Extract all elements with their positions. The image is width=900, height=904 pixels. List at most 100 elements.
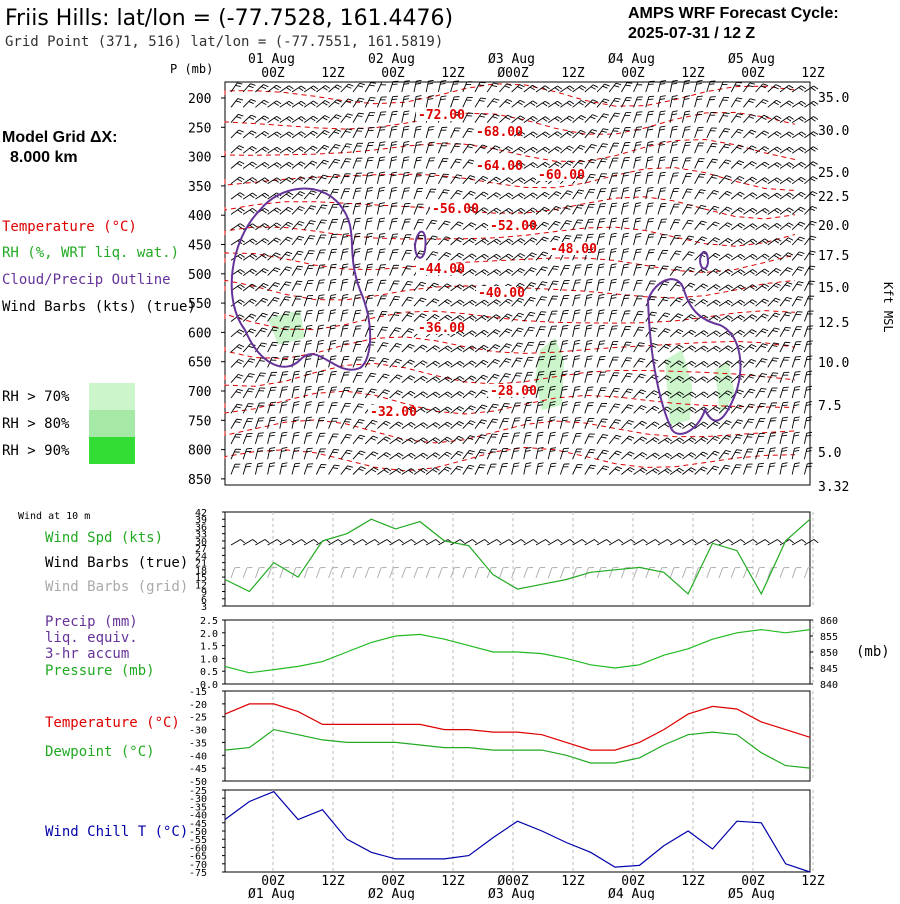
legend-rh70-label: RH > 70% <box>2 389 70 405</box>
hour-label-top: Ø00Z <box>497 66 528 81</box>
windchill-label: Wind Chill T (°C) <box>45 824 188 840</box>
legend-cloud: Cloud/Precip Outline <box>2 272 171 288</box>
temperature-contour-label: -60.00 <box>538 168 585 183</box>
station-title: Friis Hills: lat/lon = (-77.7528, 161.44… <box>5 6 453 31</box>
pressure-tick-label: 250 <box>188 121 211 136</box>
day-label-top: 01 Aug <box>248 52 295 67</box>
hour-label-top: 12Z <box>321 66 345 81</box>
precip-tick: 1.0 <box>200 654 218 665</box>
temperature-tick: -25 <box>189 713 207 724</box>
day-label-bottom: Ø1 Aug <box>248 887 295 900</box>
dewpoint-label: Dewpoint (°C) <box>45 744 155 760</box>
height-tick-label: 12.5 <box>818 316 849 331</box>
pressure-tick-label: 650 <box>188 356 211 371</box>
pressure-tick-label: 300 <box>188 151 211 166</box>
day-label-bottom: Ø3 Aug <box>488 887 535 900</box>
hour-label-bottom: 12Z <box>441 874 465 889</box>
temperature-contour-label: -44.00 <box>418 262 465 277</box>
temperature-tick: -15 <box>189 687 207 698</box>
forecast-cycle-label: AMPS WRF Forecast Cycle: <box>628 5 839 22</box>
temperature-tick: -45 <box>189 764 207 775</box>
temperature-label: Temperature (°C) <box>45 715 180 731</box>
precip-tick: 0.5 <box>200 667 218 678</box>
pressure-tick-label: 600 <box>188 326 211 341</box>
pressure-tick: 840 <box>820 680 838 691</box>
pressure-tick-label: 350 <box>188 180 211 195</box>
wind-panel-frame <box>225 512 810 606</box>
cross-section-plot: 2002503003504004505005506006507007508008… <box>188 52 849 495</box>
height-tick-label: 10.0 <box>818 356 849 371</box>
day-label-top: Ø4 Aug <box>608 52 655 67</box>
pressure-tick: 855 <box>820 632 838 643</box>
wind-barbs-grid-label: Wind Barbs (grid) <box>45 579 188 595</box>
height-axis-label: Kft MSL <box>881 282 895 333</box>
legend-temperature: Temperature (°C) <box>2 219 137 235</box>
legend-rh80-label: RH > 80% <box>2 416 70 432</box>
hour-label-top: 00Z <box>741 66 765 81</box>
time-series-panels: 42393633302724211815129632.52.01.51.00.5… <box>189 508 838 900</box>
temperature-tick: -20 <box>189 700 207 711</box>
hour-label-top: 12Z <box>441 66 465 81</box>
pressure-unit: (mb) <box>856 644 890 660</box>
hour-label-bottom: 12Z <box>681 874 705 889</box>
hour-label-top: 12Z <box>801 66 825 81</box>
pressure-axis-label: P (mb) <box>170 62 213 76</box>
height-tick-label: 17.5 <box>818 249 849 264</box>
pressure-tick: 860 <box>820 616 838 627</box>
precip-label: Precip (mm) <box>45 614 138 630</box>
model-grid-value: 8.000 km <box>10 149 78 166</box>
day-label-bottom: Ø2 Aug <box>368 887 415 900</box>
hour-label-top: 00Z <box>381 66 405 81</box>
height-tick-label: 7.5 <box>818 399 841 414</box>
windchill-panel-frame <box>225 790 810 872</box>
forecast-cycle-value: 2025-07-31 / 12 Z <box>628 25 755 42</box>
temperature-panel-frame <box>225 691 810 781</box>
temperature-contour-label: -48.00 <box>550 242 597 257</box>
day-label-bottom: Ø4 Aug <box>608 887 655 900</box>
temperature-contour-label: -72.00 <box>418 108 465 123</box>
pressure-tick-label: 800 <box>188 444 211 459</box>
legend-rh80-swatch <box>89 410 135 437</box>
height-tick-label: 25.0 <box>818 166 849 181</box>
pressure-tick-label: 700 <box>188 385 211 400</box>
wind-barbs-true-label: Wind Barbs (true) <box>45 555 188 571</box>
day-label-top: Ø5 Aug <box>728 52 775 67</box>
legend-rh: RH (%, WRT liq. wat.) <box>2 245 179 261</box>
pressure-tick-label: 200 <box>188 92 211 107</box>
temperature-contour-label: -56.00 <box>432 202 479 217</box>
temperature-contour-label: -64.00 <box>476 159 523 174</box>
wind-speed-tick: 3 <box>201 602 207 613</box>
hour-label-bottom: 12Z <box>801 874 825 889</box>
hour-label-top: 12Z <box>561 66 585 81</box>
pressure-tick-label: 500 <box>188 268 211 283</box>
temperature-tick: -40 <box>189 751 207 762</box>
temperature-contour-label: -68.00 <box>476 125 523 140</box>
precip-liq-label: liq. equiv. <box>45 630 138 646</box>
pressure-tick-label: 550 <box>188 297 211 312</box>
wind-10m-title: Wind at 10 m <box>18 511 90 522</box>
legend-rh70-swatch <box>89 383 135 410</box>
temperature-tick: -30 <box>189 726 207 737</box>
grid-point-label: Grid Point (371, 516) lat/lon = (-77.755… <box>5 34 443 50</box>
hour-label-bottom: 12Z <box>561 874 585 889</box>
height-tick-label: 5.0 <box>818 446 841 461</box>
height-tick-label: 30.0 <box>818 124 849 139</box>
temperature-contour-label: -40.00 <box>478 286 525 301</box>
pressure-tick: 845 <box>820 664 838 675</box>
pressure-tick-label: 450 <box>188 239 211 254</box>
height-tick-label: 20.0 <box>818 219 849 234</box>
temperature-contour-label: -36.00 <box>418 321 465 336</box>
legend-wind: Wind Barbs (kts) (true) <box>2 299 196 315</box>
windchill-tick: -75 <box>189 868 207 879</box>
precip-tick: 2.0 <box>200 629 218 640</box>
legend-rh90-swatch <box>89 437 135 464</box>
hour-label-top: 12Z <box>681 66 705 81</box>
hour-label-top: 00Z <box>261 66 285 81</box>
precip-accum-label: 3-hr accum <box>45 646 129 662</box>
temperature-contour-label: -32.00 <box>370 405 417 420</box>
pressure-tick: 850 <box>820 648 838 659</box>
temperature-contour-label: -28.00 <box>490 384 537 399</box>
temperature-tick: -35 <box>189 738 207 749</box>
precip-tick: 2.5 <box>200 616 218 627</box>
